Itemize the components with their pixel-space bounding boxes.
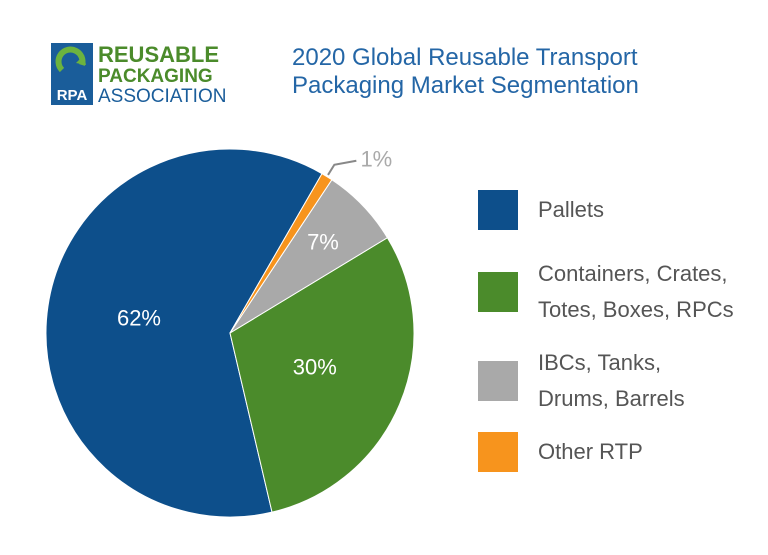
value-label: 7% — [307, 230, 339, 255]
legend-swatch — [478, 361, 518, 401]
logo-text: PACKAGING — [98, 66, 213, 87]
leader-line — [327, 159, 357, 176]
legend-label: Pallets — [538, 197, 605, 222]
legend-label: Other RTP — [538, 439, 643, 464]
logo-text: REUSABLE — [98, 42, 220, 67]
pie-slice — [229, 172, 333, 334]
value-label: 62% — [117, 305, 161, 330]
legend-item: Pallets — [478, 190, 738, 230]
legend-item: Other RTP — [478, 432, 738, 472]
legend-swatch — [478, 190, 518, 230]
chart-title: 2020 Global Reusable Transport Packaging… — [292, 44, 639, 99]
legend-label: Containers, Crates, Totes, Boxes, RPCs — [538, 261, 734, 322]
logo-text: ASSOCIATION — [98, 86, 227, 107]
pie-slice — [229, 236, 415, 513]
legend-swatch — [478, 272, 518, 312]
value-label: 30% — [293, 354, 337, 379]
pie-slice — [45, 148, 323, 518]
value-label: 1% — [360, 147, 392, 172]
logo-icon: RPA — [51, 43, 93, 105]
legend-label: IBCs, Tanks, Drums, Barrels — [538, 350, 685, 411]
legend-swatch — [478, 432, 518, 472]
legend-item: Containers, Crates, Totes, Boxes, RPCs — [478, 256, 748, 328]
logo-badge: RPA — [57, 87, 88, 104]
legend-item: IBCs, Tanks, Drums, Barrels — [478, 345, 698, 417]
